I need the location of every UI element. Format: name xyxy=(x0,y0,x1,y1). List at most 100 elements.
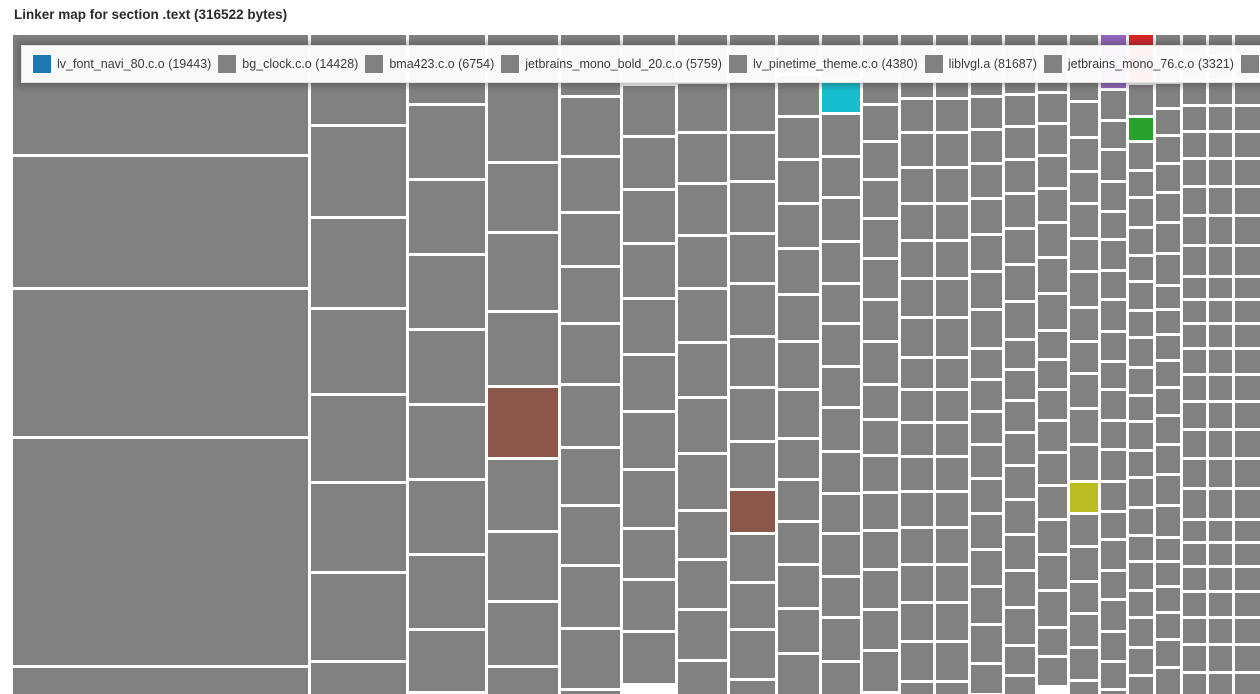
treemap-block[interactable] xyxy=(730,134,775,180)
legend-item[interactable]: bg_clock.c.o (14428) xyxy=(218,55,358,73)
treemap-block[interactable] xyxy=(1070,205,1098,237)
treemap-block[interactable] xyxy=(1005,371,1035,399)
treemap-block[interactable] xyxy=(822,663,860,694)
treemap-block[interactable] xyxy=(1235,544,1260,565)
legend-item[interactable]: lv_font_navi_80.c.o (19443) xyxy=(33,55,211,73)
treemap-block[interactable] xyxy=(561,449,620,504)
treemap-block[interactable] xyxy=(488,668,558,694)
treemap-block[interactable] xyxy=(1129,257,1153,280)
treemap-block[interactable] xyxy=(822,82,860,112)
treemap-block[interactable] xyxy=(1070,446,1098,480)
treemap-block[interactable] xyxy=(1101,122,1126,148)
treemap-block[interactable] xyxy=(678,399,727,452)
treemap-block[interactable] xyxy=(678,662,727,694)
treemap-block[interactable] xyxy=(561,507,620,564)
treemap-block[interactable] xyxy=(778,610,819,652)
treemap-block[interactable] xyxy=(409,181,485,253)
treemap-block[interactable] xyxy=(1183,521,1206,541)
treemap-block[interactable] xyxy=(1183,188,1206,214)
treemap-block[interactable] xyxy=(1070,410,1098,443)
treemap-block[interactable] xyxy=(1129,423,1153,449)
treemap-block[interactable] xyxy=(1101,91,1126,119)
treemap-block[interactable] xyxy=(936,493,968,526)
treemap-block[interactable] xyxy=(730,83,775,131)
legend-item[interactable] xyxy=(1240,55,1260,73)
treemap-block[interactable] xyxy=(901,169,933,202)
treemap-block[interactable] xyxy=(1209,325,1232,347)
treemap-block[interactable] xyxy=(730,584,775,628)
legend-item[interactable]: lv_pinetime_theme.c.o (4380) xyxy=(728,55,918,73)
treemap-block[interactable] xyxy=(1183,568,1206,590)
treemap-block[interactable] xyxy=(311,663,406,694)
treemap-block[interactable] xyxy=(1101,213,1126,238)
treemap-block[interactable] xyxy=(1183,674,1206,694)
treemap-block[interactable] xyxy=(822,578,860,616)
treemap-block[interactable] xyxy=(730,338,775,386)
treemap-block[interactable] xyxy=(1235,301,1260,322)
treemap-block[interactable] xyxy=(1101,572,1126,598)
treemap-block[interactable] xyxy=(1038,295,1067,329)
treemap-block[interactable] xyxy=(1209,107,1232,130)
treemap-block[interactable] xyxy=(1156,669,1180,694)
treemap-block[interactable] xyxy=(1209,490,1232,518)
treemap-block[interactable] xyxy=(778,250,819,293)
treemap-block[interactable] xyxy=(1156,287,1180,308)
treemap-block[interactable] xyxy=(971,273,1002,308)
treemap-block[interactable] xyxy=(1156,588,1180,611)
treemap-block[interactable] xyxy=(1101,301,1126,330)
treemap-block[interactable] xyxy=(822,115,860,155)
treemap-block[interactable] xyxy=(311,484,406,571)
treemap-block[interactable] xyxy=(1209,593,1232,616)
treemap-block[interactable] xyxy=(1038,454,1067,484)
treemap-block[interactable] xyxy=(1209,568,1232,590)
treemap-block[interactable] xyxy=(1070,615,1098,646)
treemap-block[interactable] xyxy=(1156,507,1180,536)
treemap-block[interactable] xyxy=(409,631,485,691)
treemap-block[interactable] xyxy=(1070,240,1098,270)
treemap-block[interactable] xyxy=(1038,422,1067,451)
treemap-block[interactable] xyxy=(1156,389,1180,414)
treemap-block[interactable] xyxy=(1209,544,1232,565)
treemap-block[interactable] xyxy=(1156,563,1180,585)
treemap-block[interactable] xyxy=(678,344,727,396)
treemap-block[interactable] xyxy=(409,556,485,628)
treemap-block[interactable] xyxy=(561,98,620,155)
treemap-block[interactable] xyxy=(936,242,968,277)
legend-item[interactable]: jetbrains_mono_76.c.o (3321) xyxy=(1043,55,1234,73)
treemap-block[interactable] xyxy=(778,118,819,158)
treemap-block[interactable] xyxy=(730,389,775,440)
treemap-block[interactable] xyxy=(901,242,933,277)
treemap-block[interactable] xyxy=(1129,339,1153,366)
treemap-block[interactable] xyxy=(901,604,933,640)
treemap-block[interactable] xyxy=(1129,283,1153,309)
treemap-block[interactable] xyxy=(822,158,860,196)
treemap-block[interactable] xyxy=(1209,646,1232,671)
treemap-block[interactable] xyxy=(1183,107,1206,130)
treemap-block[interactable] xyxy=(1129,143,1153,169)
treemap-block[interactable] xyxy=(863,532,898,568)
treemap-block[interactable] xyxy=(488,313,558,385)
treemap-block[interactable] xyxy=(1070,139,1098,170)
treemap-block[interactable] xyxy=(971,236,1002,270)
treemap-block[interactable] xyxy=(778,523,819,563)
treemap-block[interactable] xyxy=(936,424,968,455)
treemap-block[interactable] xyxy=(1156,476,1180,504)
treemap-block[interactable] xyxy=(1005,128,1035,158)
treemap-block[interactable] xyxy=(1070,309,1098,340)
treemap-block[interactable] xyxy=(822,495,860,532)
treemap-block[interactable] xyxy=(623,86,675,135)
treemap-block[interactable] xyxy=(1101,183,1126,210)
treemap-block[interactable] xyxy=(409,481,485,553)
treemap-block[interactable] xyxy=(1101,391,1126,419)
treemap-block[interactable] xyxy=(13,157,308,287)
treemap-block[interactable] xyxy=(1129,537,1153,560)
treemap-block[interactable] xyxy=(1070,583,1098,612)
treemap-block[interactable] xyxy=(1183,646,1206,671)
treemap-block[interactable] xyxy=(311,219,406,307)
treemap-block[interactable] xyxy=(1183,431,1206,457)
treemap-block[interactable] xyxy=(863,652,898,691)
treemap-block[interactable] xyxy=(1101,333,1126,360)
treemap-block[interactable] xyxy=(1129,229,1153,254)
treemap-block[interactable] xyxy=(822,368,860,406)
treemap-block[interactable] xyxy=(1101,151,1126,180)
